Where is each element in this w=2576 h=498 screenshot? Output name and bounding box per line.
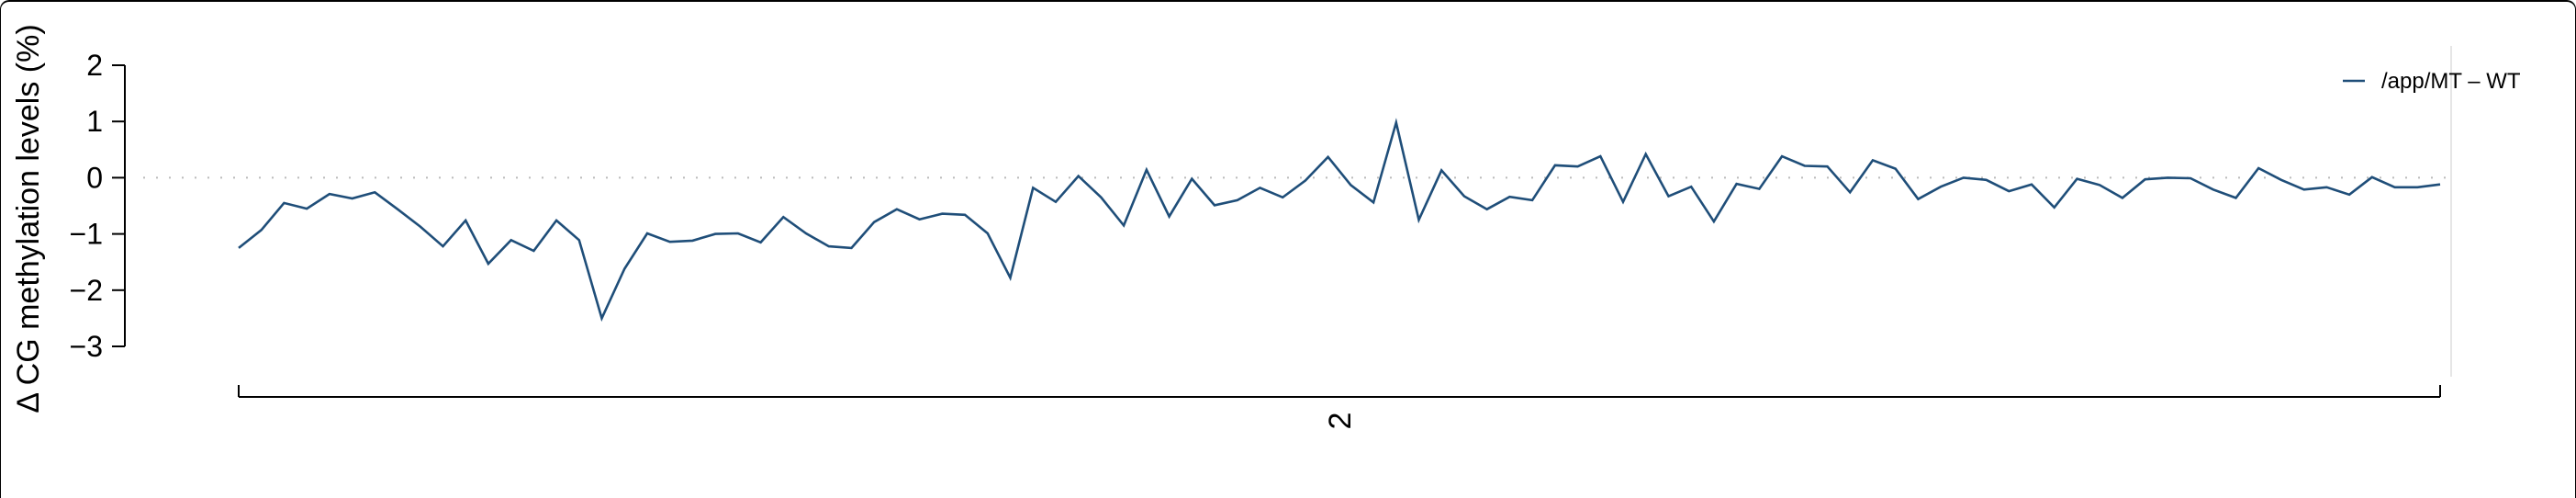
- legend-label: /app/MT – WT: [2381, 69, 2521, 94]
- series-layer: [238, 118, 2441, 323]
- y-axis: 2 1 0 −1 −2 −3: [70, 49, 126, 363]
- series-line: [238, 118, 2441, 323]
- y-tick-label: 0: [86, 161, 103, 194]
- y-tick-label: 2: [86, 49, 103, 82]
- y-tick-label: −3: [70, 330, 103, 363]
- y-axis-label: Δ CG methylation levels (%): [11, 24, 46, 413]
- legend: /app/MT – WT: [2343, 69, 2521, 94]
- y-tick-label: −1: [70, 218, 103, 251]
- y-tick-label: 1: [86, 105, 103, 138]
- y-tick-label: −2: [70, 274, 103, 307]
- x-tick-label: 2: [1323, 413, 1358, 430]
- x-axis: 2: [238, 385, 2441, 430]
